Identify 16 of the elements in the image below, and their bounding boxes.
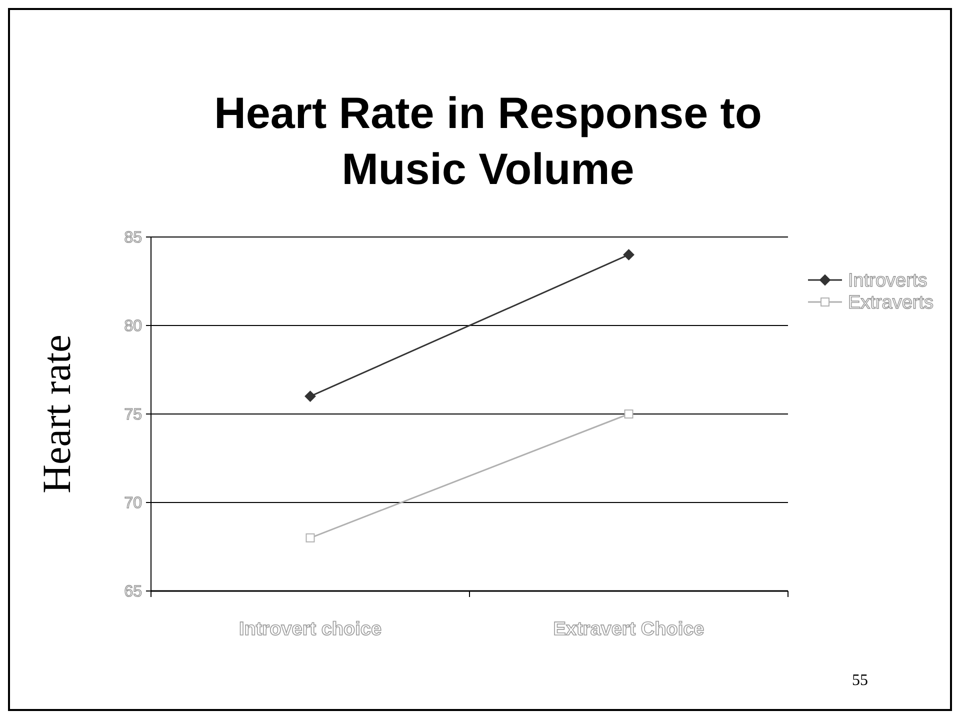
x-tick-label: Introvert choice [238, 619, 382, 640]
point [623, 249, 634, 260]
y-tick-label: 75 [124, 406, 142, 424]
point [624, 410, 634, 418]
y-tick-label: 70 [124, 495, 142, 512]
y-tick-label: 65 [124, 584, 142, 601]
point [306, 533, 315, 542]
point [304, 390, 316, 402]
chart-title: Heart Rate in Response to Music Volume [214, 89, 762, 194]
y-axis-title: Heart rate [34, 334, 79, 494]
legend-label: Introverts [848, 270, 928, 292]
legend-label: Extraverts [848, 292, 934, 314]
y-tick-label: 85 [124, 230, 142, 247]
text: 55 [852, 672, 868, 689]
x-tick-label: Extravert Choice [553, 619, 704, 640]
y-tick-label: 80 [124, 318, 142, 336]
